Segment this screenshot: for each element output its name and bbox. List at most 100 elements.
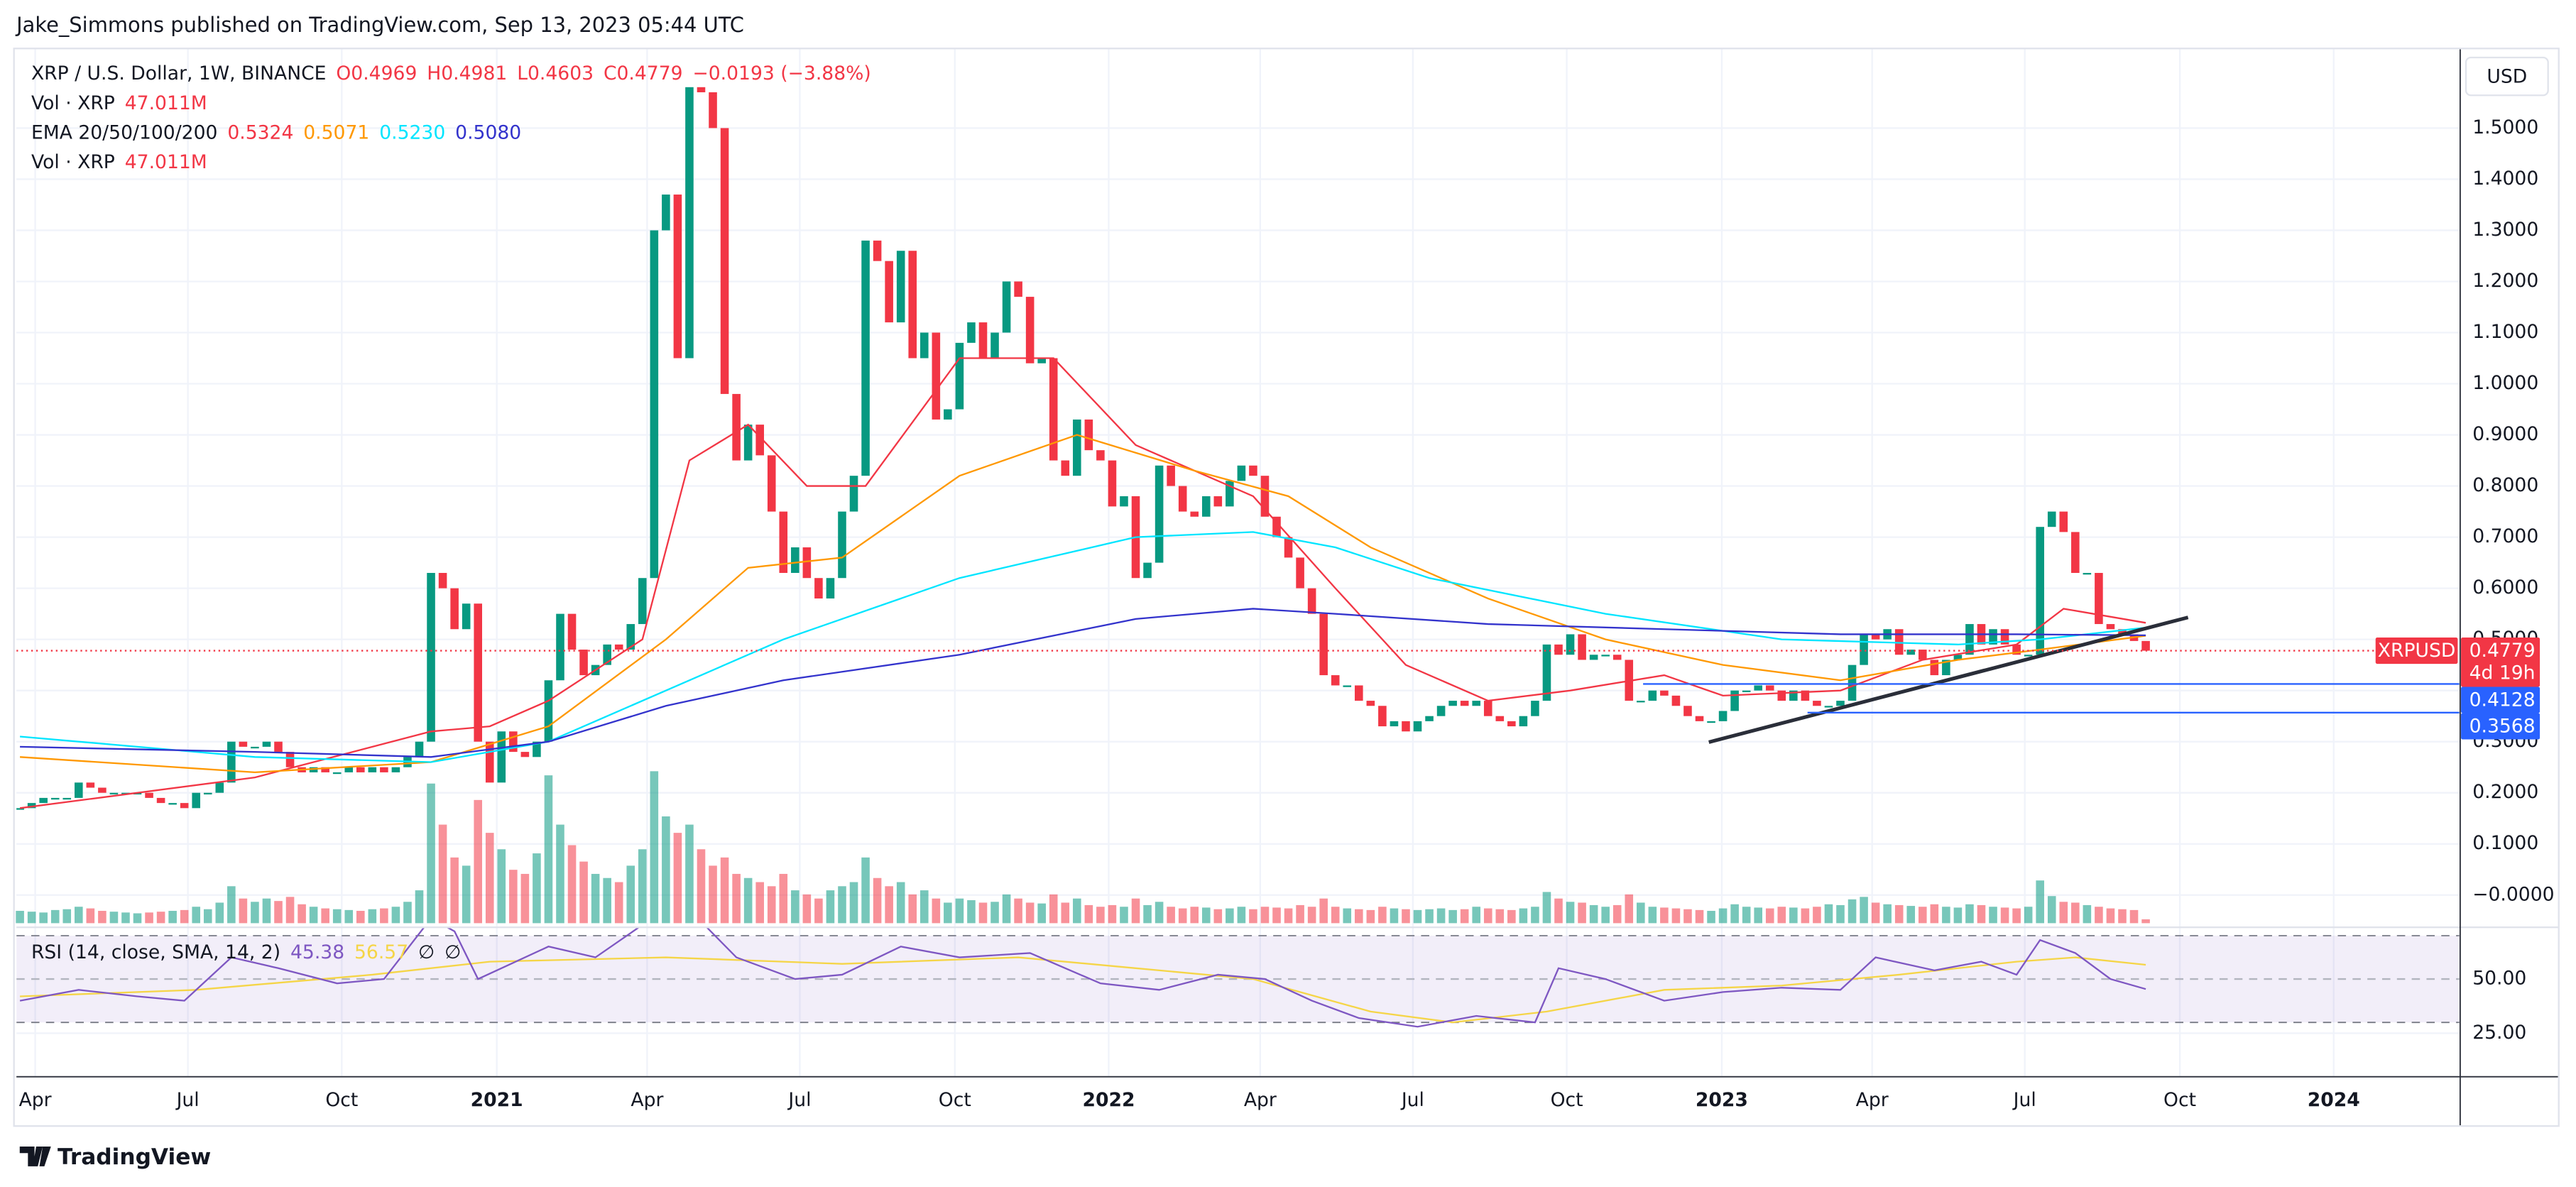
volume-bar xyxy=(1472,907,1481,924)
volume-bar xyxy=(802,894,812,924)
volume-bar xyxy=(944,902,952,924)
volume-bar xyxy=(1742,907,1751,924)
candle xyxy=(673,195,682,359)
candle xyxy=(2071,532,2080,574)
volume-bar xyxy=(1460,909,1469,924)
candle xyxy=(544,680,553,742)
currency-label[interactable]: USD xyxy=(2487,65,2527,87)
candle xyxy=(285,752,295,767)
legend-item: Vol · XRP xyxy=(31,151,115,173)
volume-bar xyxy=(814,898,823,924)
volume-bar xyxy=(1989,907,1997,924)
candle xyxy=(1226,481,1234,507)
volume-bar xyxy=(168,911,177,924)
volume-bar xyxy=(321,908,329,924)
candle xyxy=(98,787,107,793)
candle xyxy=(662,195,670,231)
volume-bar xyxy=(1201,907,1211,924)
candle xyxy=(2083,573,2092,575)
candle xyxy=(1483,701,1492,716)
volume-bar xyxy=(1671,908,1681,924)
volume-bar xyxy=(1612,904,1622,924)
legend-item: H0.4981 xyxy=(427,62,507,84)
volume-bar xyxy=(1331,907,1340,924)
candle xyxy=(556,613,564,681)
volume-bar xyxy=(1953,907,1963,924)
legend-item: L0.4603 xyxy=(517,62,594,84)
candle xyxy=(743,425,753,461)
candle xyxy=(1637,701,1645,703)
candle xyxy=(1918,650,1927,660)
candle xyxy=(1542,644,1551,701)
volume-bar xyxy=(262,898,271,924)
candle xyxy=(450,588,459,630)
volume-bar xyxy=(650,771,659,924)
volume-bar xyxy=(1002,894,1011,924)
x-tick-label: Apr xyxy=(1856,1089,1889,1111)
volume-bar xyxy=(1167,907,1175,924)
y-tick-label: 0.7000 xyxy=(2472,525,2538,547)
candle xyxy=(509,731,518,753)
volume-bar xyxy=(1566,902,1575,924)
candle xyxy=(814,578,823,599)
candle xyxy=(145,792,153,798)
candle xyxy=(1201,496,1211,517)
volume-bar xyxy=(849,882,858,924)
volume-bar xyxy=(1637,902,1645,924)
candle xyxy=(1237,465,1246,481)
candle xyxy=(802,547,812,579)
volume-bar xyxy=(1965,904,1974,924)
ema-line xyxy=(19,357,2146,809)
currency-button[interactable] xyxy=(2465,56,2549,97)
volume-bar xyxy=(215,902,224,924)
x-tick-label: 2024 xyxy=(2308,1089,2360,1111)
volume-bar xyxy=(2095,907,2103,924)
candle xyxy=(2059,511,2068,532)
candle xyxy=(227,741,236,783)
volume-bar xyxy=(908,894,917,924)
candle xyxy=(1037,358,1046,363)
legend-row: RSI (14, close, SMA, 14, 2) 45.38 56.57 ∅ ∅ xyxy=(31,941,461,963)
volume-bar xyxy=(1343,908,1352,924)
candle xyxy=(274,741,283,753)
candle xyxy=(1495,716,1505,721)
candle xyxy=(1754,685,1762,691)
volume-bar xyxy=(932,898,941,924)
y-tick-label: 1.0000 xyxy=(2472,372,2538,394)
volume-bar xyxy=(1824,904,1833,924)
candle xyxy=(1906,650,1916,655)
candle xyxy=(1120,496,1128,507)
candle xyxy=(520,752,530,757)
volume-bar xyxy=(1049,894,1058,924)
legend-item: 0.5071 xyxy=(303,121,369,143)
symbol-tag-label: XRPUSD xyxy=(2378,640,2456,662)
candle xyxy=(1436,706,1446,716)
volume-bar xyxy=(192,907,201,924)
volume-bar xyxy=(2129,909,2139,924)
volume-bar xyxy=(1554,898,1563,924)
candle xyxy=(1578,634,1586,660)
volume-bar xyxy=(1108,904,1117,924)
logo-text: TradingView xyxy=(58,1144,211,1170)
rsi-tick-label: 50.00 xyxy=(2472,968,2526,990)
candle xyxy=(1331,675,1340,686)
candle xyxy=(2036,527,2044,655)
volume-bar xyxy=(591,873,600,924)
volume-bar xyxy=(1894,904,1904,924)
level-tag xyxy=(2461,713,2540,740)
x-tick-label: Jul xyxy=(787,1089,811,1111)
candle xyxy=(239,741,248,747)
legend-item: ∅ xyxy=(418,941,435,963)
candle xyxy=(2141,640,2150,651)
volume-bar xyxy=(791,890,799,924)
volume-bar xyxy=(1143,904,1152,924)
x-tick-label: Apr xyxy=(19,1089,52,1111)
candle xyxy=(1930,660,1939,676)
volume-bar xyxy=(2000,907,2009,924)
candle xyxy=(1942,660,1950,676)
volume-bar xyxy=(180,909,189,924)
candle xyxy=(2024,655,2033,657)
candle xyxy=(462,603,471,630)
candle xyxy=(779,511,788,574)
